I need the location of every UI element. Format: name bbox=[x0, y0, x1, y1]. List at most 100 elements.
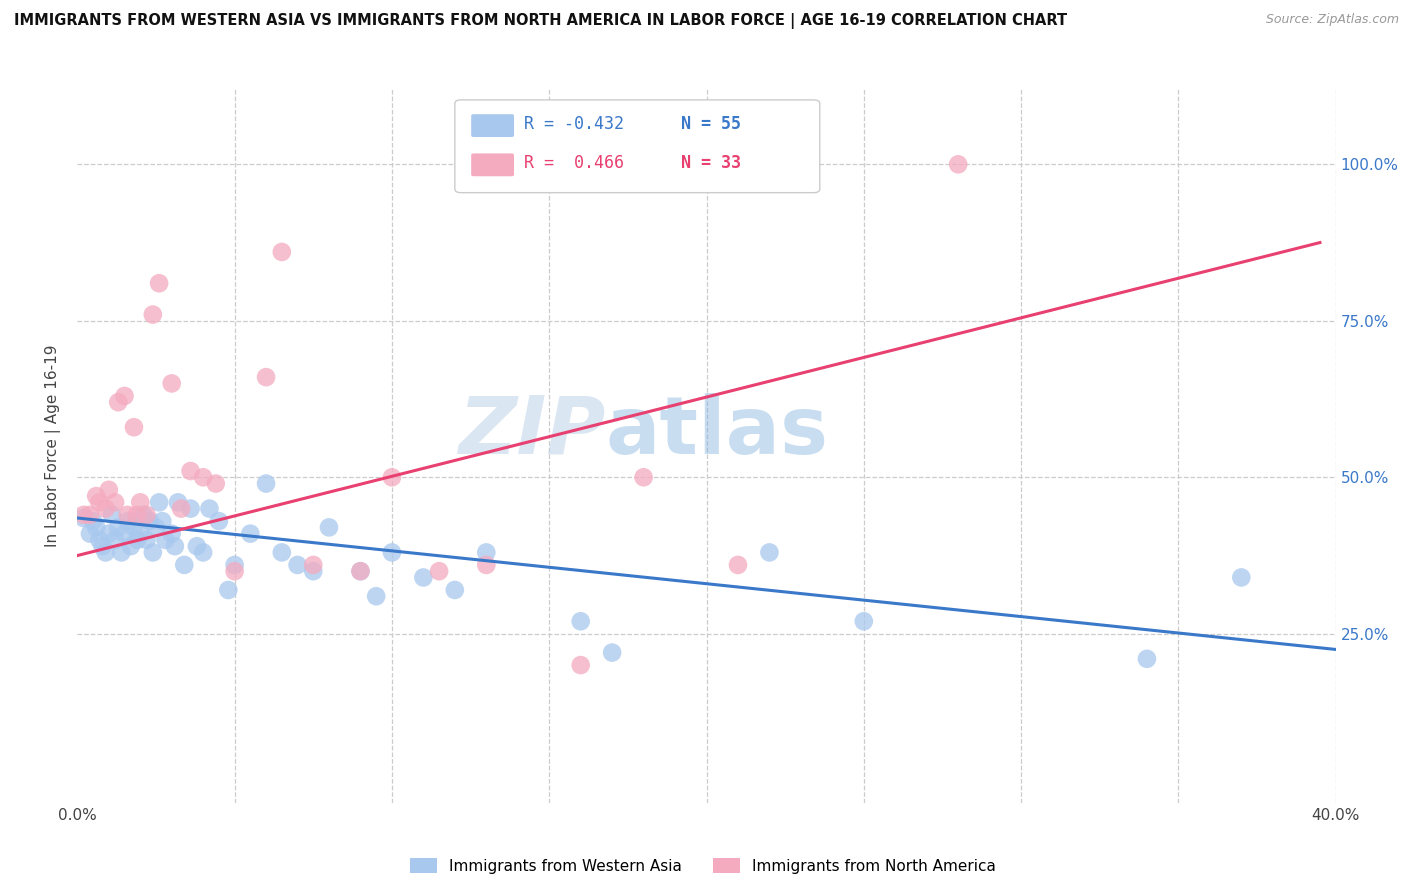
Point bbox=[94, 501, 117, 516]
Point bbox=[107, 520, 129, 534]
Text: IMMIGRANTS FROM WESTERN ASIA VS IMMIGRANTS FROM NORTH AMERICA IN LABOR FORCE | A: IMMIGRANTS FROM WESTERN ASIA VS IMMIGRAN… bbox=[14, 13, 1067, 29]
Point bbox=[302, 564, 325, 578]
Point bbox=[600, 646, 623, 660]
Point bbox=[1230, 570, 1253, 584]
Point bbox=[170, 501, 193, 516]
Point bbox=[101, 508, 124, 522]
Point bbox=[107, 395, 129, 409]
Point bbox=[120, 539, 142, 553]
Point bbox=[72, 508, 94, 522]
Point bbox=[79, 526, 101, 541]
Point bbox=[444, 582, 467, 597]
Point bbox=[852, 614, 875, 628]
Point bbox=[129, 495, 152, 509]
FancyBboxPatch shape bbox=[471, 114, 515, 137]
Point bbox=[84, 489, 107, 503]
Point bbox=[135, 533, 157, 547]
Point bbox=[138, 514, 160, 528]
Point bbox=[569, 658, 592, 673]
Point bbox=[94, 545, 117, 559]
Point bbox=[191, 545, 215, 559]
Point bbox=[381, 545, 404, 559]
Point bbox=[145, 520, 167, 534]
Text: N = 55: N = 55 bbox=[682, 115, 741, 133]
Point bbox=[758, 545, 780, 559]
Point bbox=[142, 308, 165, 322]
Point bbox=[127, 533, 149, 547]
Point bbox=[110, 545, 132, 559]
Point bbox=[117, 514, 139, 528]
Point bbox=[186, 539, 208, 553]
Point bbox=[127, 508, 149, 522]
Point bbox=[381, 470, 404, 484]
Point bbox=[270, 244, 292, 259]
Y-axis label: In Labor Force | Age 16-19: In Labor Force | Age 16-19 bbox=[45, 344, 62, 548]
FancyBboxPatch shape bbox=[456, 100, 820, 193]
Point bbox=[148, 495, 170, 509]
Point bbox=[150, 514, 173, 528]
Point bbox=[349, 564, 371, 578]
Point bbox=[163, 539, 186, 553]
Point bbox=[254, 370, 277, 384]
Point bbox=[208, 514, 231, 528]
Point bbox=[198, 501, 221, 516]
Point bbox=[1136, 652, 1159, 666]
Point bbox=[148, 277, 170, 291]
Point bbox=[97, 483, 120, 497]
Point bbox=[89, 533, 111, 547]
Point bbox=[239, 526, 262, 541]
Point bbox=[224, 564, 246, 578]
Point bbox=[727, 558, 749, 572]
Point bbox=[217, 582, 239, 597]
Point bbox=[173, 558, 195, 572]
Text: R =  0.466: R = 0.466 bbox=[524, 154, 624, 172]
Point bbox=[122, 520, 145, 534]
Point bbox=[129, 526, 152, 541]
Point bbox=[132, 508, 155, 522]
Point bbox=[135, 508, 157, 522]
Text: Source: ZipAtlas.com: Source: ZipAtlas.com bbox=[1265, 13, 1399, 27]
Point bbox=[254, 476, 277, 491]
Point bbox=[97, 526, 120, 541]
Point bbox=[79, 508, 101, 522]
Legend: Immigrants from Western Asia, Immigrants from North America: Immigrants from Western Asia, Immigrants… bbox=[404, 852, 1002, 880]
Point bbox=[117, 508, 139, 522]
Text: ZIP: ZIP bbox=[458, 392, 606, 471]
Text: atlas: atlas bbox=[606, 392, 830, 471]
Text: N = 33: N = 33 bbox=[682, 154, 741, 172]
FancyBboxPatch shape bbox=[471, 153, 515, 177]
Point bbox=[948, 157, 970, 171]
Point bbox=[160, 526, 183, 541]
Point bbox=[569, 614, 592, 628]
Point bbox=[104, 533, 127, 547]
Point bbox=[224, 558, 246, 572]
Point bbox=[412, 570, 434, 584]
Point bbox=[104, 495, 127, 509]
Point bbox=[180, 501, 202, 516]
Point bbox=[180, 464, 202, 478]
Point bbox=[302, 558, 325, 572]
Point bbox=[191, 470, 215, 484]
Point bbox=[475, 558, 498, 572]
Point bbox=[114, 526, 136, 541]
Point bbox=[155, 533, 177, 547]
Point bbox=[114, 389, 136, 403]
Point bbox=[89, 495, 111, 509]
Point bbox=[366, 589, 388, 603]
Point bbox=[160, 376, 183, 391]
Point bbox=[72, 511, 94, 525]
Point bbox=[91, 539, 114, 553]
Point bbox=[427, 564, 450, 578]
Point bbox=[142, 545, 165, 559]
Point bbox=[287, 558, 309, 572]
Point bbox=[122, 420, 145, 434]
Point bbox=[167, 495, 190, 509]
Point bbox=[318, 520, 340, 534]
Point bbox=[475, 545, 498, 559]
Point bbox=[349, 564, 371, 578]
Point bbox=[633, 470, 655, 484]
Point bbox=[82, 514, 104, 528]
Point bbox=[84, 520, 107, 534]
Point bbox=[270, 545, 292, 559]
Text: R = -0.432: R = -0.432 bbox=[524, 115, 624, 133]
